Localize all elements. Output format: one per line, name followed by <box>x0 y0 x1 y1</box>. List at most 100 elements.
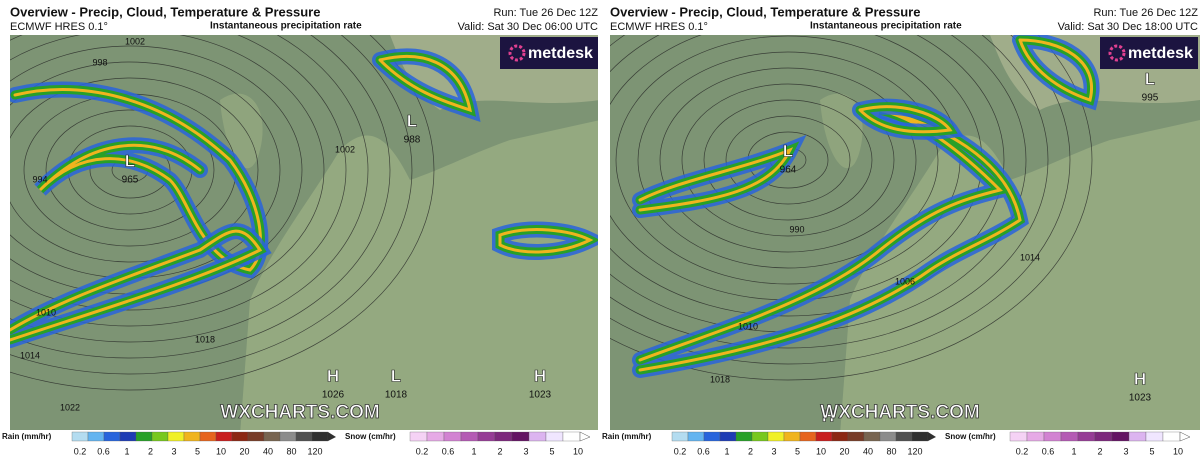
snow-swatch <box>545 431 564 442</box>
rain-swatch <box>687 431 705 442</box>
product-name: Instantaneous precipitation rate <box>210 21 362 32</box>
pressure-value: 1025 <box>817 430 840 441</box>
map-area: 990 1010 1014 1018 1006 L 964 L 995 H 1025 H 1023 <box>610 35 1200 441</box>
snow-swatch <box>562 431 581 442</box>
snow-swatch <box>511 431 530 442</box>
rain-tick: 10 <box>216 446 226 456</box>
legend-arrow <box>328 432 336 441</box>
rain-swatch <box>911 431 929 442</box>
valid-time: Valid: Sat 30 Dec 18:00 UTC <box>1058 21 1198 33</box>
map-title: Overview - Precip, Cloud, Temperature & … <box>610 4 920 19</box>
isobar-label: 1002 <box>335 144 355 154</box>
snow-swatch <box>1111 431 1130 442</box>
isobar-label: 1002 <box>125 36 145 46</box>
precip-heavy <box>378 55 472 113</box>
pressure-value: 995 <box>1142 93 1159 104</box>
snow-tick: 10 <box>573 446 583 456</box>
snow-tick: 0.2 <box>416 446 429 456</box>
rain-swatch <box>151 431 169 442</box>
map-panel: Overview - Precip, Cloud, Temperature & … <box>602 4 1200 456</box>
isobar <box>10 35 413 375</box>
run-time: Run: Tue 26 Dec 12Z <box>1093 7 1198 19</box>
rain-tick: 10 <box>816 446 826 456</box>
rain-swatch <box>703 431 721 442</box>
isobar <box>681 83 895 237</box>
rain-swatch <box>199 431 217 442</box>
rain-swatch <box>295 431 313 442</box>
product-name: Instantaneous precipitation rate <box>810 21 962 32</box>
pressure-value: 1026 <box>322 390 345 401</box>
isobar <box>10 35 325 311</box>
isobar-label: 1018 <box>710 374 730 384</box>
logo-box <box>500 37 598 69</box>
rain-tick: 20 <box>839 446 849 456</box>
snow-legend-label: Snow (cm/hr) <box>345 432 396 441</box>
pressure-symbol: H <box>327 366 339 385</box>
snow-tick: 2 <box>497 446 502 456</box>
logo-icon <box>1108 44 1126 62</box>
watermark: WXCHARTS.COM <box>220 402 379 423</box>
snow-swatch <box>1162 431 1181 442</box>
pressure-value: 1023 <box>529 390 552 401</box>
snow-swatch <box>409 431 428 442</box>
isobar-label: 1010 <box>36 307 56 317</box>
rain-swatch <box>815 431 833 442</box>
rain-tick: 5 <box>195 446 200 456</box>
rain-swatch <box>167 431 185 442</box>
rain-tick: 0.2 <box>674 446 687 456</box>
rain-swatch <box>799 431 817 442</box>
rain-swatch <box>231 431 249 442</box>
snow-tick: 0.6 <box>1042 446 1055 456</box>
snow-swatch <box>477 431 496 442</box>
rain-swatch <box>103 431 121 442</box>
rain-swatch <box>87 431 105 442</box>
map-area: 1002 998 994 1002 1010 1014 1018 1022 L 965 L 988 H 1… <box>10 35 598 430</box>
pressure-value: 964 <box>780 165 797 176</box>
isobar <box>10 77 259 263</box>
rain-swatch <box>831 431 849 442</box>
snow-legend-label: Snow (cm/hr) <box>945 432 996 441</box>
pressure-symbol: L <box>1145 69 1155 88</box>
isobar <box>659 67 917 253</box>
snow-swatch <box>426 431 445 442</box>
rain-swatch <box>279 431 297 442</box>
precip-heavy <box>638 147 794 212</box>
rain-tick: 3 <box>771 446 776 456</box>
isobar-label: 1018 <box>195 334 215 344</box>
isobar <box>610 35 1005 317</box>
rain-swatch <box>263 431 281 442</box>
rain-tick: 5 <box>795 446 800 456</box>
legend-arrow <box>928 432 936 441</box>
pressure-symbol: L <box>407 111 417 130</box>
rain-tick: 80 <box>286 446 296 456</box>
pressure-value: 1023 <box>1129 393 1152 404</box>
rain-tick: 1 <box>124 446 129 456</box>
rain-legend-label: Rain (mm/hr) <box>602 432 652 441</box>
rain-tick: 40 <box>263 446 273 456</box>
snow-swatch <box>1077 431 1096 442</box>
precip-heavy <box>858 105 953 134</box>
snow-tick: 10 <box>1173 446 1183 456</box>
isobar-label: 990 <box>789 224 804 234</box>
snow-tick: 5 <box>549 446 554 456</box>
isobar <box>725 115 851 205</box>
pressure-value: 988 <box>404 135 421 146</box>
isobar <box>610 35 1093 381</box>
snow-swatch <box>1060 431 1079 442</box>
precip-heavy <box>1018 38 1093 102</box>
snow-swatch <box>1094 431 1113 442</box>
rain-tick: 0.6 <box>697 446 710 456</box>
watermark: WXCHARTS.COM <box>820 402 979 423</box>
rain-swatch <box>215 431 233 442</box>
snow-swatch <box>1145 431 1164 442</box>
snow-swatch <box>443 431 462 442</box>
isobar <box>10 35 369 343</box>
rain-tick: 20 <box>239 446 249 456</box>
snow-swatch <box>1128 431 1147 442</box>
isobar <box>610 35 1071 365</box>
rain-swatch <box>247 431 265 442</box>
model-name: ECMWF HRES 0.1° <box>610 21 708 33</box>
logo-text: metdesk <box>1128 45 1193 62</box>
rain-swatch <box>71 431 89 442</box>
